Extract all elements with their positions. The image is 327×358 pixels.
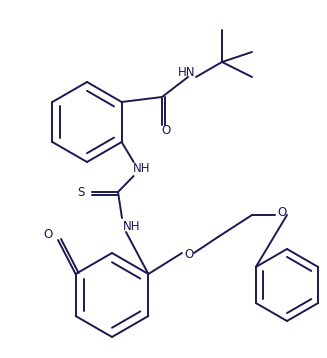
Text: O: O — [162, 124, 171, 136]
Text: S: S — [77, 187, 85, 199]
Text: NH: NH — [133, 163, 150, 175]
Text: NH: NH — [123, 219, 141, 232]
Text: O: O — [277, 207, 287, 219]
Text: O: O — [43, 227, 53, 241]
Text: HN: HN — [178, 66, 196, 78]
Text: O: O — [184, 248, 194, 261]
